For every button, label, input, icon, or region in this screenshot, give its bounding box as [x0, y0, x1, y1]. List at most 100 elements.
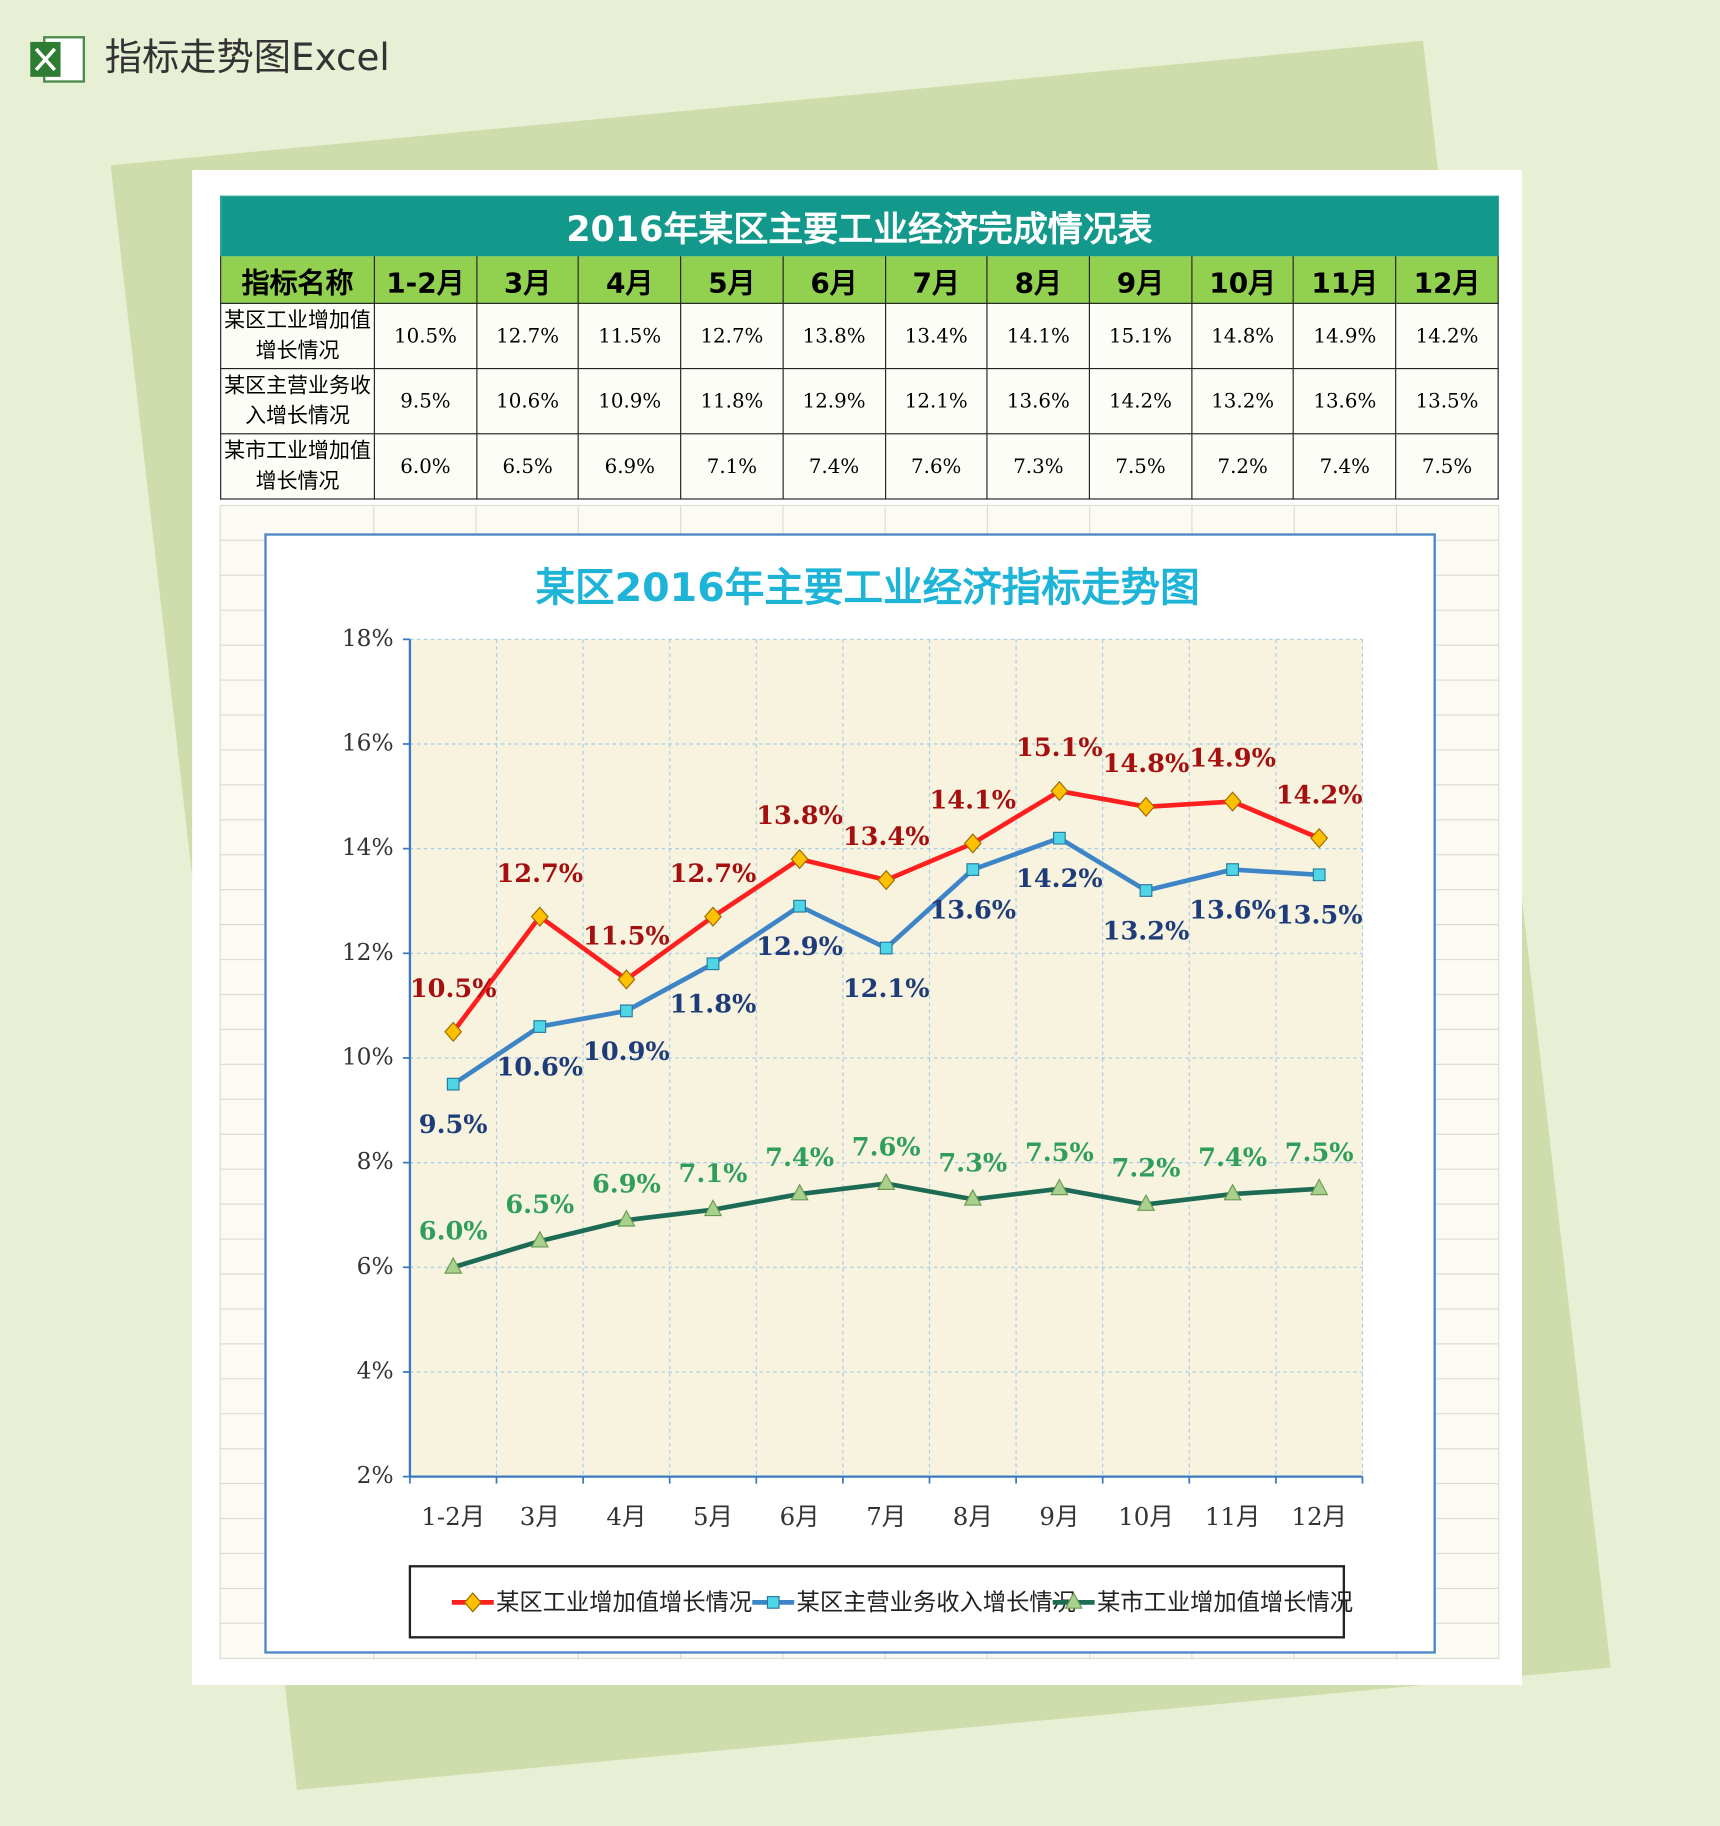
x-tick-label: 7月: [866, 1502, 906, 1531]
column-header: 11月: [1293, 255, 1397, 304]
cell: 13.6%: [1293, 367, 1397, 435]
marker: [617, 1209, 636, 1227]
x-tick-label: 8月: [953, 1502, 993, 1531]
cell: 11.8%: [680, 367, 784, 435]
column-header: 4月: [578, 255, 682, 304]
table-title-row: 2016年某区主要工业经济完成情况表: [220, 195, 1499, 257]
marker: [790, 1183, 809, 1201]
chart: 2% 4% 6% 8% 10% 12% 14% 16% 18% 1-2月 3月 4月 5月 6月 7月 8月 9…: [342, 625, 1364, 1616]
marker: [879, 941, 893, 955]
cell: 12.7%: [475, 302, 580, 370]
cell: 12.1%: [884, 367, 988, 435]
legend-label: 某区主营业务收入增长情况: [797, 1589, 1076, 1616]
cell: 12.9%: [782, 367, 886, 435]
data-label: 15.1%: [1016, 733, 1103, 763]
row-name: 某区工业增加值增长情况: [220, 302, 375, 370]
data-label: 11.5%: [583, 922, 670, 952]
column-header: 9月: [1088, 255, 1193, 304]
marker: [444, 1256, 463, 1274]
cell: 6.5%: [475, 433, 580, 500]
column-header: 3月: [475, 255, 580, 304]
marker: [704, 906, 722, 927]
marker: [1310, 827, 1329, 849]
marker: [1139, 884, 1153, 897]
data-row: 某市工业增加值增长情况 6.0% 6.5% 6.9% 7.1% 7.4% 7.6% 7.3% 7…: [220, 433, 1499, 500]
marker: [1223, 1183, 1242, 1201]
cell: 9.5%: [373, 367, 478, 435]
marker: [620, 1004, 633, 1018]
data-label: 7.2%: [1112, 1154, 1181, 1184]
y-tick-label: 8%: [357, 1148, 394, 1175]
cell: 7.4%: [1293, 433, 1397, 500]
data-label: 6.9%: [592, 1169, 661, 1199]
x-tick-label: 6月: [780, 1502, 820, 1531]
cell: 14.8%: [1191, 302, 1295, 370]
marker: [877, 869, 896, 891]
data-label: 10.6%: [496, 1052, 583, 1082]
x-tick-label: 5月: [693, 1502, 733, 1531]
marker: [444, 1021, 463, 1043]
column-header: 8月: [986, 255, 1091, 304]
icon-x: [34, 47, 57, 72]
cell: 13.5%: [1395, 367, 1499, 435]
x-tick-label: 11月: [1205, 1502, 1261, 1531]
data-label: 14.9%: [1189, 744, 1276, 774]
cell: 6.0%: [373, 433, 478, 500]
data-label: 7.5%: [1025, 1138, 1094, 1168]
column-header: 指标名称: [220, 255, 375, 304]
table-title: 2016年某区主要工业经济完成情况表: [220, 195, 1499, 257]
cell: 13.4%: [884, 302, 988, 370]
column-header: 10月: [1191, 255, 1295, 304]
data-label: 12.9%: [756, 932, 843, 962]
cell: 7.6%: [884, 433, 988, 500]
marker: [877, 1173, 896, 1190]
legend-marker: [1064, 1591, 1083, 1609]
data-row: 某区主营业务收入增长情况 9.5% 10.6% 10.9% 11.8% 12.9% 12.1…: [220, 367, 1499, 435]
cell: 13.2%: [1191, 367, 1295, 435]
marker: [1052, 831, 1066, 845]
data-label: 12.1%: [843, 974, 930, 1004]
data-label: 13.2%: [1103, 916, 1190, 946]
data-label: 12.7%: [496, 859, 583, 889]
data-label: 7.4%: [765, 1143, 834, 1173]
marker: [533, 1020, 547, 1033]
cell: 6.9%: [578, 433, 682, 500]
y-tick-label: 2%: [357, 1462, 394, 1489]
data-label: 10.5%: [410, 974, 497, 1004]
marker: [1050, 780, 1069, 802]
x-tick-label: 1-2月: [421, 1502, 485, 1531]
data-label: 9.5%: [419, 1110, 488, 1140]
cell: 10.9%: [578, 367, 682, 435]
y-tick-label: 14%: [342, 834, 394, 861]
cell: 7.5%: [1395, 433, 1499, 500]
data-label: 13.6%: [929, 895, 1016, 925]
marker: [790, 848, 809, 870]
marker: [530, 906, 549, 927]
data-row: 某区工业增加值增长情况 10.5% 12.7% 11.5% 12.7% 13.8% 13.4…: [220, 302, 1499, 370]
marker: [617, 969, 636, 990]
marker: [963, 1188, 982, 1206]
marker: [1310, 1178, 1329, 1196]
cell: 11.5%: [578, 302, 682, 370]
y-tick-label: 18%: [342, 625, 394, 652]
legend-marker: [463, 1592, 482, 1613]
marker: [1312, 868, 1326, 882]
data-label: 14.1%: [929, 785, 1016, 815]
column-header: 7月: [884, 255, 988, 304]
cell: 14.2%: [1395, 302, 1499, 370]
data-label: 7.6%: [852, 1133, 921, 1163]
marker: [703, 1199, 723, 1217]
marker: [1136, 1193, 1156, 1211]
data-label: 10.9%: [583, 1037, 670, 1067]
page-title: 指标走势图Excel: [105, 35, 390, 79]
marker: [706, 957, 720, 971]
data-label: 14.2%: [1276, 780, 1363, 810]
y-tick-label: 6%: [357, 1253, 394, 1280]
marker: [966, 863, 980, 876]
cell: 7.3%: [986, 433, 1091, 500]
cell: 10.5%: [373, 302, 478, 370]
cell: 7.4%: [782, 433, 886, 500]
legend-label: 某区工业增加值增长情况: [496, 1589, 752, 1616]
y-tick-label: 12%: [342, 939, 394, 966]
